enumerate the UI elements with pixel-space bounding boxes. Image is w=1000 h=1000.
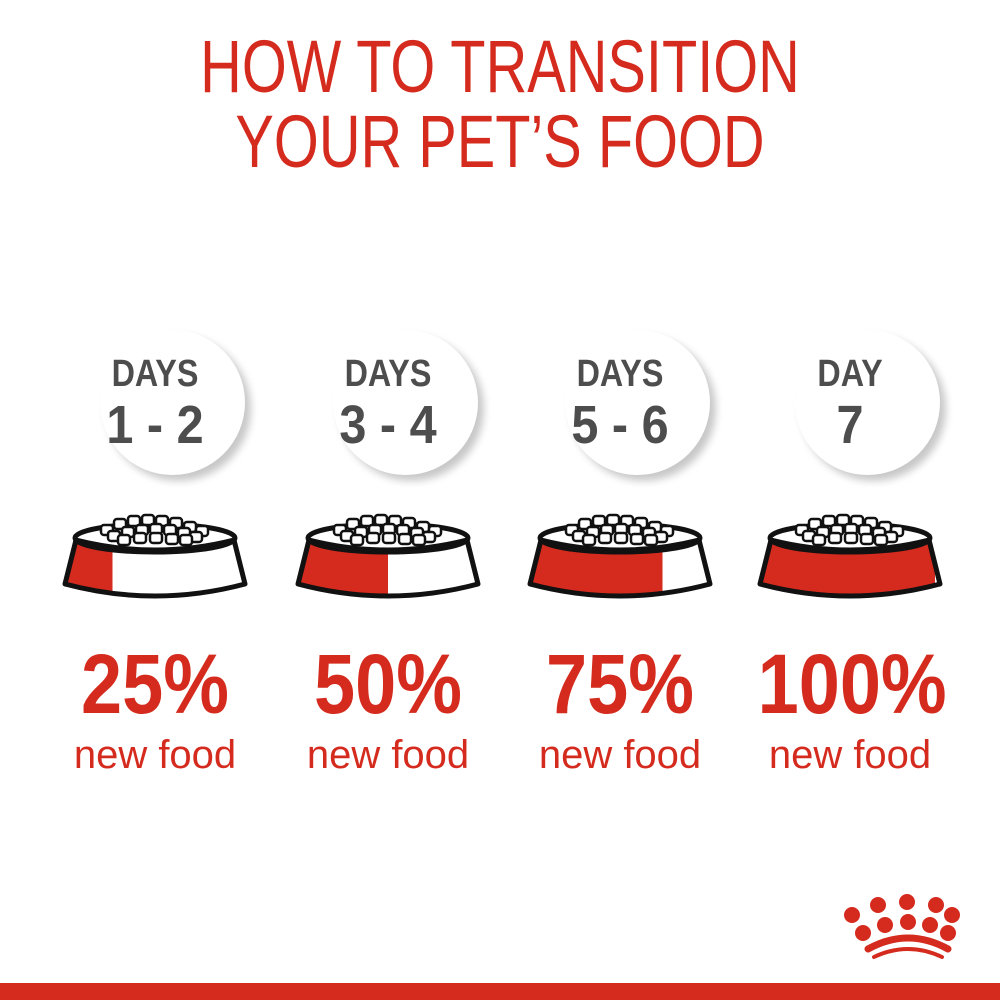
bottom-bar <box>0 983 1000 1000</box>
food-bowl-icon <box>295 513 481 599</box>
percent-value: 75% <box>546 637 694 731</box>
crown-logo-icon <box>844 894 960 959</box>
day-circle <box>795 330 940 475</box>
food-bowl-icon <box>527 513 713 599</box>
days-range: 3 - 4 <box>339 395 437 455</box>
percent-caption: new food <box>73 733 237 777</box>
days-label: DAYS <box>344 353 432 395</box>
title-line-1: HOW TO TRANSITION <box>200 25 800 108</box>
day-circle <box>333 330 478 475</box>
percent-value: 50% <box>314 637 462 731</box>
day-circle <box>565 330 710 475</box>
days-range: 7 <box>836 395 864 455</box>
day-circle <box>100 330 245 475</box>
percent-value: 100% <box>757 637 947 731</box>
days-range: 5 - 6 <box>571 395 669 455</box>
days-range: 1 - 2 <box>106 395 204 455</box>
percent-caption: new food <box>306 733 470 777</box>
days-label: DAY <box>817 353 883 395</box>
days-label: DAYS <box>111 353 199 395</box>
new-food-fill <box>760 540 935 596</box>
new-food-fill <box>298 540 388 596</box>
new-food-fill <box>65 540 113 594</box>
percent-caption: new food <box>538 733 702 777</box>
percent-value: 25% <box>81 637 229 731</box>
food-bowl-icon <box>757 513 943 599</box>
percent-caption: new food <box>768 733 932 777</box>
food-bowl-icon <box>62 513 248 599</box>
title-line-2: YOUR PET’S FOOD <box>235 100 765 183</box>
days-label: DAYS <box>576 353 664 395</box>
